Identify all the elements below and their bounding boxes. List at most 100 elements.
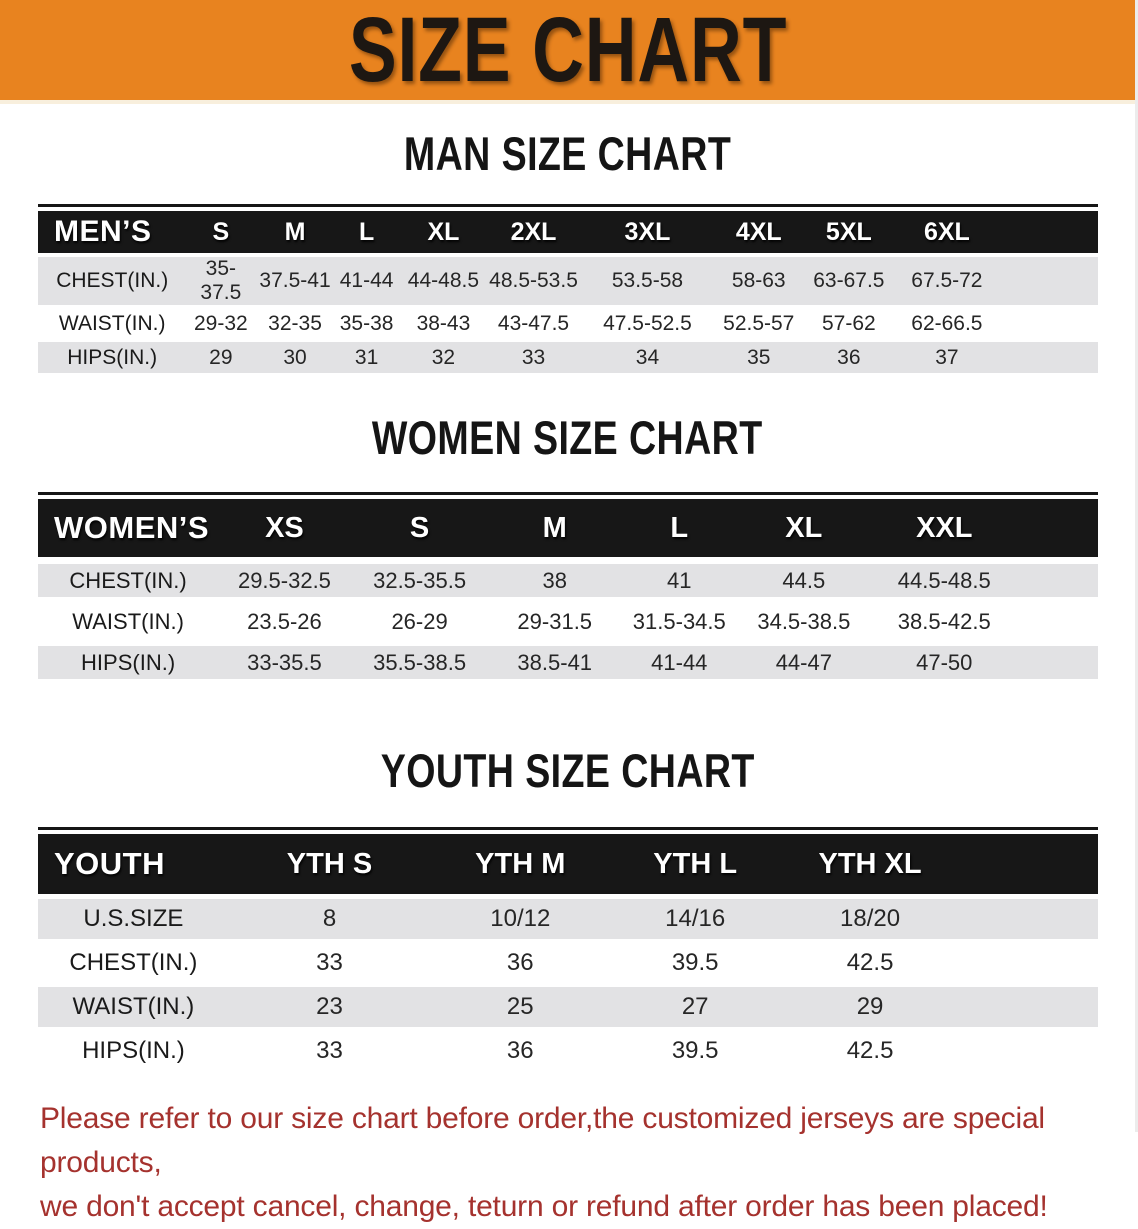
row-label: HIPS(IN.) bbox=[38, 342, 187, 376]
row-label: HIPS(IN.) bbox=[38, 646, 219, 687]
cell-spacer bbox=[960, 899, 1098, 943]
table-row: U.S.SIZE 8 10/12 14/16 18/20 bbox=[38, 899, 1098, 943]
header-spacer bbox=[960, 834, 1098, 899]
youth-group-label: YOUTH bbox=[38, 834, 229, 899]
cell: 31 bbox=[334, 342, 399, 376]
cell: 23.5-26 bbox=[218, 605, 351, 646]
cell-spacer bbox=[1018, 605, 1098, 646]
banner-title: SIZE CHART bbox=[348, 0, 787, 101]
men-size-table: MEN’S S M L XL 2XL 3XL 4XL 5XL 6XL CHEST… bbox=[38, 204, 1098, 376]
table-row: CHEST(IN.) 33 36 39.5 42.5 bbox=[38, 943, 1098, 987]
cell: 32 bbox=[398, 342, 489, 376]
table-row: HIPS(IN.) 33 36 39.5 42.5 bbox=[38, 1031, 1098, 1075]
cell: 18/20 bbox=[779, 899, 961, 943]
cell-spacer bbox=[960, 943, 1098, 987]
column-header: M bbox=[255, 211, 335, 257]
cell: 36 bbox=[430, 1031, 611, 1075]
cell: 33 bbox=[228, 943, 431, 987]
column-header: S bbox=[350, 499, 489, 564]
cell: 23 bbox=[228, 987, 431, 1031]
cell: 29-32 bbox=[186, 308, 256, 342]
cell: 8 bbox=[228, 899, 431, 943]
row-label: WAIST(IN.) bbox=[38, 605, 219, 646]
column-header: XL bbox=[398, 211, 489, 257]
cell: 44.5-48.5 bbox=[870, 564, 1019, 605]
table-row: WAIST(IN.) 29-32 32-35 35-38 38-43 43-47… bbox=[38, 308, 1098, 342]
cell: 39.5 bbox=[610, 1031, 780, 1075]
cell: 42.5 bbox=[779, 943, 961, 987]
cell: 41-44 bbox=[334, 257, 399, 308]
row-label: WAIST(IN.) bbox=[38, 987, 229, 1031]
cell: 35-37.5 bbox=[186, 257, 256, 308]
cell: 35 bbox=[716, 342, 802, 376]
cell: 57-62 bbox=[801, 308, 897, 342]
table-row: WAIST(IN.) 23 25 27 29 bbox=[38, 987, 1098, 1031]
column-header: 6XL bbox=[896, 211, 998, 257]
cell: 36 bbox=[430, 943, 611, 987]
cell: 47-50 bbox=[870, 646, 1019, 687]
men-section-title-text: MAN SIZE CHART bbox=[403, 127, 732, 180]
column-header: M bbox=[488, 499, 621, 564]
cell: 67.5-72 bbox=[896, 257, 998, 308]
men-group-label: MEN’S bbox=[38, 211, 187, 257]
cell: 33-35.5 bbox=[218, 646, 351, 687]
column-header: L bbox=[620, 499, 738, 564]
cell: 38 bbox=[488, 564, 621, 605]
table-row: CHEST(IN.) 35-37.5 37.5-41 41-44 44-48.5… bbox=[38, 257, 1098, 308]
row-label: WAIST(IN.) bbox=[38, 308, 187, 342]
cell-spacer bbox=[1018, 564, 1098, 605]
cell: 35-38 bbox=[334, 308, 399, 342]
disclaimer-line-2: we don't accept cancel, change, teturn o… bbox=[40, 1190, 1048, 1223]
cell: 38.5-41 bbox=[488, 646, 621, 687]
men-header-row: MEN’S S M L XL 2XL 3XL 4XL 5XL 6XL bbox=[38, 211, 1098, 257]
header-spacer bbox=[1018, 499, 1098, 564]
cell: 43-47.5 bbox=[488, 308, 579, 342]
table-row: HIPS(IN.) 29 30 31 32 33 34 35 36 37 bbox=[38, 342, 1098, 376]
men-section-title: MAN SIZE CHART bbox=[0, 130, 1135, 190]
cell: 38-43 bbox=[398, 308, 489, 342]
banner: SIZE CHART bbox=[0, 0, 1135, 104]
women-section-title: WOMEN SIZE CHART bbox=[0, 414, 1135, 474]
cell: 29 bbox=[186, 342, 256, 376]
cell: 41 bbox=[620, 564, 738, 605]
cell: 34 bbox=[578, 342, 717, 376]
row-label: U.S.SIZE bbox=[38, 899, 229, 943]
cell: 31.5-34.5 bbox=[620, 605, 738, 646]
cell: 63-67.5 bbox=[801, 257, 897, 308]
cell-spacer bbox=[960, 987, 1098, 1031]
column-header: XL bbox=[737, 499, 871, 564]
cell: 26-29 bbox=[350, 605, 489, 646]
disclaimer-text: Please refer to our size chart before or… bbox=[40, 1097, 1112, 1229]
cell: 36 bbox=[801, 342, 897, 376]
cell: 38.5-42.5 bbox=[870, 605, 1019, 646]
column-header: 3XL bbox=[578, 211, 717, 257]
cell: 35.5-38.5 bbox=[350, 646, 489, 687]
cell: 44-48.5 bbox=[398, 257, 489, 308]
cell: 34.5-38.5 bbox=[737, 605, 871, 646]
column-header: XXL bbox=[870, 499, 1019, 564]
cell: 29 bbox=[779, 987, 961, 1031]
cell: 32-35 bbox=[255, 308, 335, 342]
youth-size-table: YOUTH YTH S YTH M YTH L YTH XL U.S.SIZE … bbox=[38, 827, 1098, 1075]
cell: 47.5-52.5 bbox=[578, 308, 717, 342]
cell: 29-31.5 bbox=[488, 605, 621, 646]
cell: 27 bbox=[610, 987, 780, 1031]
column-header: 4XL bbox=[716, 211, 802, 257]
row-label: HIPS(IN.) bbox=[38, 1031, 229, 1075]
cell: 10/12 bbox=[430, 899, 611, 943]
cell: 48.5-53.5 bbox=[488, 257, 579, 308]
table-row: HIPS(IN.) 33-35.5 35.5-38.5 38.5-41 41-4… bbox=[38, 646, 1098, 687]
cell: 37.5-41 bbox=[255, 257, 335, 308]
cell: 33 bbox=[488, 342, 579, 376]
cell: 29.5-32.5 bbox=[218, 564, 351, 605]
cell: 32.5-35.5 bbox=[350, 564, 489, 605]
cell: 44-47 bbox=[737, 646, 871, 687]
cell-spacer bbox=[960, 1031, 1098, 1075]
youth-section-title: YOUTH SIZE CHART bbox=[0, 747, 1135, 807]
table-row: WAIST(IN.) 23.5-26 26-29 29-31.5 31.5-34… bbox=[38, 605, 1098, 646]
women-size-table: WOMEN’S XS S M L XL XXL CHEST(IN.) 29.5-… bbox=[38, 492, 1098, 687]
cell: 52.5-57 bbox=[716, 308, 802, 342]
cell-spacer bbox=[1018, 646, 1098, 687]
column-header: YTH L bbox=[610, 834, 780, 899]
column-header: 5XL bbox=[801, 211, 897, 257]
